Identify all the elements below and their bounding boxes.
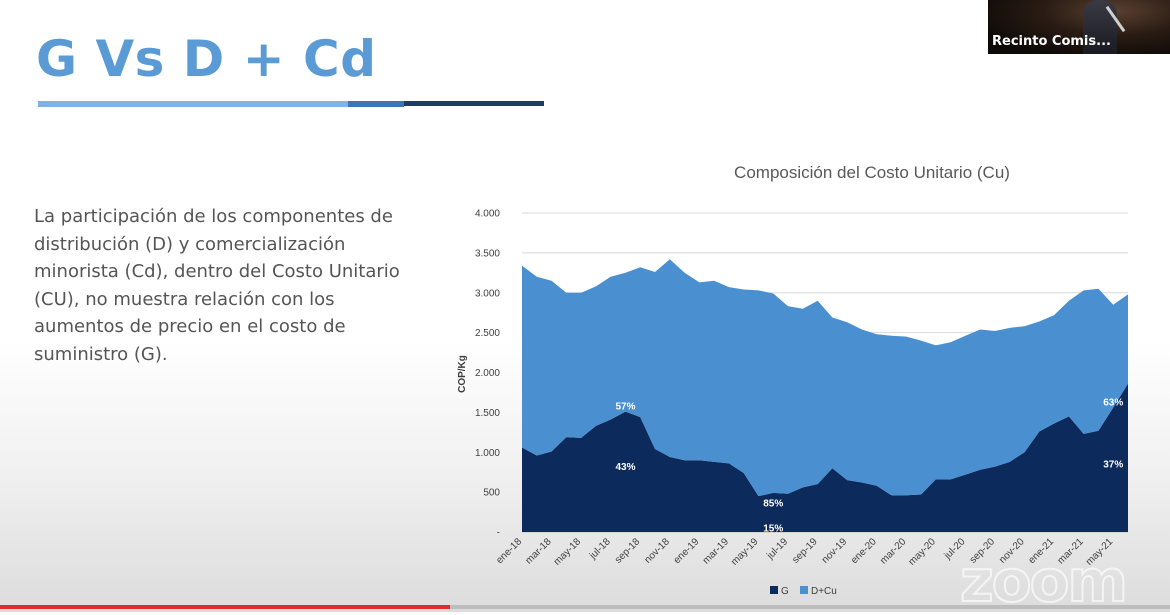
data-label: 15%	[763, 523, 783, 534]
participant-name: Recinto Comis...	[992, 34, 1111, 49]
x-tick-label: ene-20	[849, 536, 879, 566]
chart-title: Composición del Costo Unitario (Cu)	[734, 163, 1010, 182]
data-label: 85%	[763, 499, 783, 510]
participant-video-tile[interactable]: Recinto Comis...	[988, 0, 1170, 54]
title-underline	[38, 101, 348, 107]
x-tick-label: nov-19	[820, 536, 850, 566]
legend-label: D+Cu	[811, 586, 837, 597]
x-tick-label: may-19	[729, 536, 761, 568]
y-tick-label: 3.500	[475, 248, 500, 259]
title-underline-accent	[348, 101, 404, 107]
slide-title: G Vs D + Cd	[36, 30, 377, 88]
y-tick-label: 2.500	[475, 328, 500, 339]
playback-progress-track[interactable]	[450, 605, 1170, 609]
slide-body-text: La participación de los componentes de d…	[34, 206, 400, 365]
y-tick-label: 500	[483, 488, 500, 499]
data-label: 63%	[1103, 397, 1123, 408]
data-label: 37%	[1103, 460, 1123, 471]
y-axis-ticks: - 500 1.000 1.500 2.000 2.500 3.000 3.500 4.000	[475, 209, 500, 539]
zoom-logo-watermark: zoom	[959, 547, 1129, 615]
chart-areas	[522, 259, 1128, 532]
series-area-d-cu	[522, 259, 1128, 497]
x-tick-label: may-20	[907, 536, 939, 568]
x-tick-label: sep-19	[790, 536, 820, 566]
participant-silhouette	[1083, 0, 1117, 54]
y-tick-label: 1.000	[475, 448, 500, 459]
x-tick-label: sep-18	[613, 536, 643, 566]
y-tick-label: 3.000	[475, 288, 500, 299]
x-tick-label: ene-18	[494, 536, 524, 566]
y-tick-label: 2.000	[475, 368, 500, 379]
x-tick-label: mar-20	[878, 536, 908, 566]
y-axis-label: COP/Kg	[457, 355, 468, 393]
legend-swatch	[770, 586, 778, 594]
legend-swatch	[800, 586, 808, 594]
data-label: 43%	[615, 462, 635, 473]
x-tick-label: jul-19	[764, 536, 790, 562]
y-tick-label: 1.500	[475, 408, 500, 419]
stacked-area-chart: Composición del Costo Unitario (Cu) - 500…	[457, 163, 1128, 597]
x-tick-label: ene-19	[672, 536, 702, 566]
chart-legend: G D+Cu	[770, 586, 837, 597]
y-tick-label: 4.000	[475, 209, 500, 220]
x-tick-label: nov-18	[643, 536, 673, 566]
x-tick-label: mar-18	[523, 536, 553, 566]
y-tick-label: -	[497, 528, 500, 539]
title-underline-dark	[404, 101, 544, 106]
legend-label: G	[781, 586, 789, 597]
x-tick-label: mar-19	[701, 536, 731, 566]
x-tick-label: may-18	[552, 536, 584, 568]
data-label: 57%	[615, 402, 635, 413]
chart-annotations: 57% 43% 85% 15% 63% 37%	[615, 397, 1123, 534]
x-tick-label: jul-18	[587, 536, 613, 562]
playback-progress-fill[interactable]	[0, 605, 451, 609]
series-area-g	[522, 383, 1128, 532]
